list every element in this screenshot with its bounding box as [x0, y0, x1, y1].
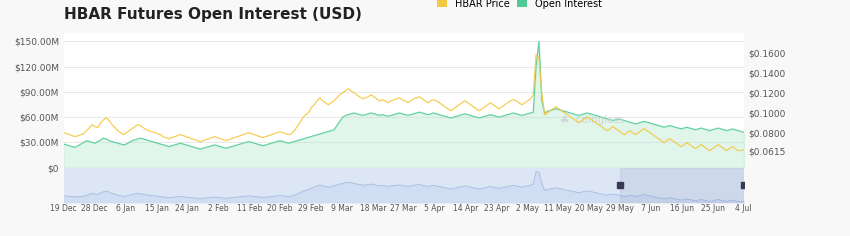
Legend: HBAR Price, Open Interest: HBAR Price, Open Interest: [434, 0, 605, 13]
Text: HBAR Futures Open Interest (USD): HBAR Futures Open Interest (USD): [64, 7, 361, 22]
Text: ♣  coinglass: ♣ coinglass: [560, 115, 625, 126]
Bar: [620, 168, 744, 203]
